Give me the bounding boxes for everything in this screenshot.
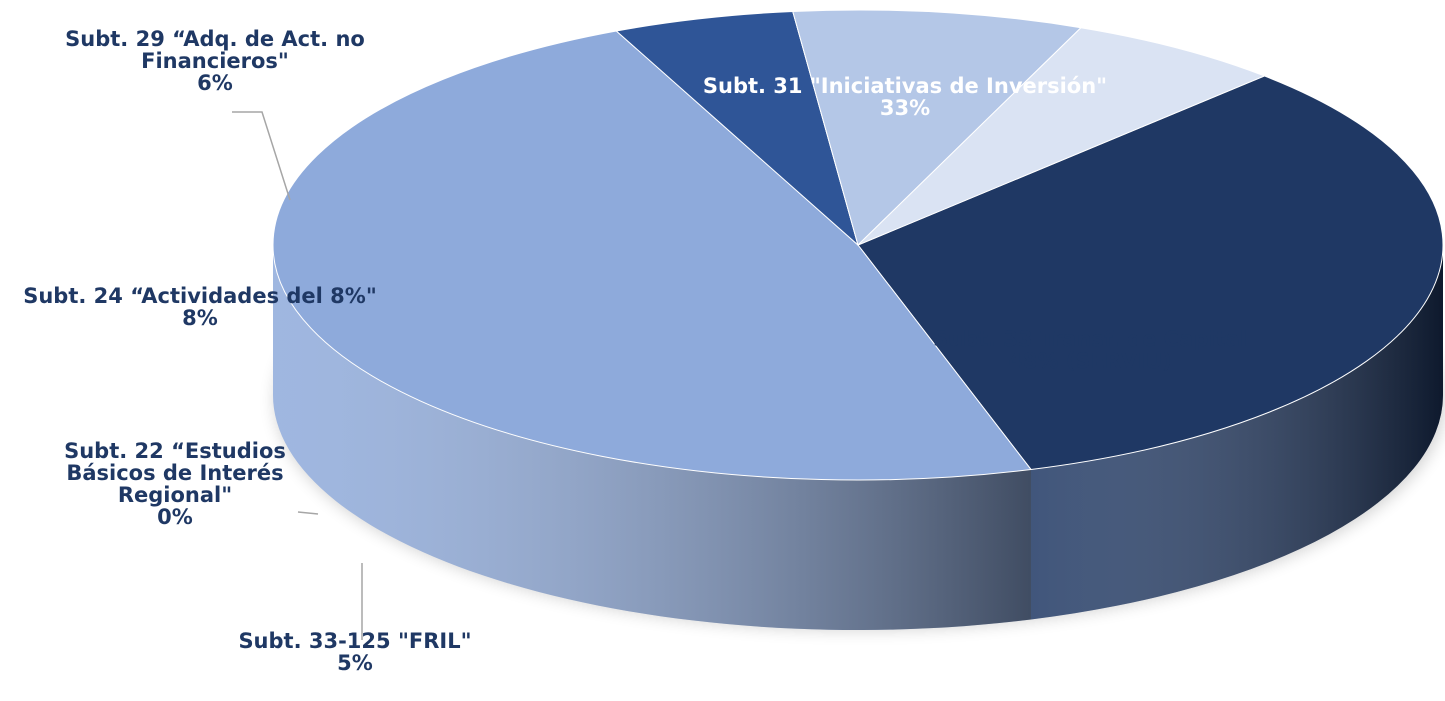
label-value: 8% (182, 306, 218, 330)
slice (792, 9, 1082, 246)
label-value: 48% (SERVIU) (1008, 349, 1172, 373)
tops (272, 9, 1444, 481)
data-label: Subt. 33 Transf. de Capital 48% (SERVIU) (880, 328, 1300, 372)
data-label: Subt. 33-125 "FRIL" 5% (190, 630, 520, 674)
leader-line (232, 111, 291, 201)
slice-side-shade (273, 245, 1031, 630)
label-category: Subt. 33-125 "FRIL" (238, 629, 472, 653)
slice (857, 75, 1444, 471)
slice-side-shade (1030, 245, 1443, 620)
slice (857, 27, 1266, 246)
data-label: Subt. 29 “Adq. de Act. no Financieros" 6% (55, 28, 375, 94)
slice (272, 30, 1032, 481)
label-value: 0% (157, 505, 193, 529)
label-category: Subt. 22 “Estudios Básicos de Interés Re… (64, 439, 286, 507)
leader-lines (232, 111, 363, 640)
data-label: Subt. 24 “Actividades del 8%" 8% (20, 285, 380, 329)
data-label: Subt. 31 "Iniciativas de Inversión" 33% (625, 75, 1185, 119)
data-label: Subt. 22 “Estudios Básicos de Interés Re… (35, 440, 315, 528)
label-category: Subt. 31 "Iniciativas de Inversión" (702, 74, 1108, 98)
label-value: 5% (337, 651, 373, 675)
label-value: 33% (879, 96, 931, 120)
sides (273, 245, 1443, 630)
leader-line (297, 511, 319, 515)
label-category: Subt. 24 “Actividades del 8%" (23, 284, 377, 308)
label-category: Subt. 29 “Adq. de Act. no Financieros" (65, 27, 365, 73)
label-value: 6% (197, 71, 233, 95)
label-category: Subt. 33 Transf. de Capital (932, 327, 1248, 351)
slice (615, 10, 859, 247)
